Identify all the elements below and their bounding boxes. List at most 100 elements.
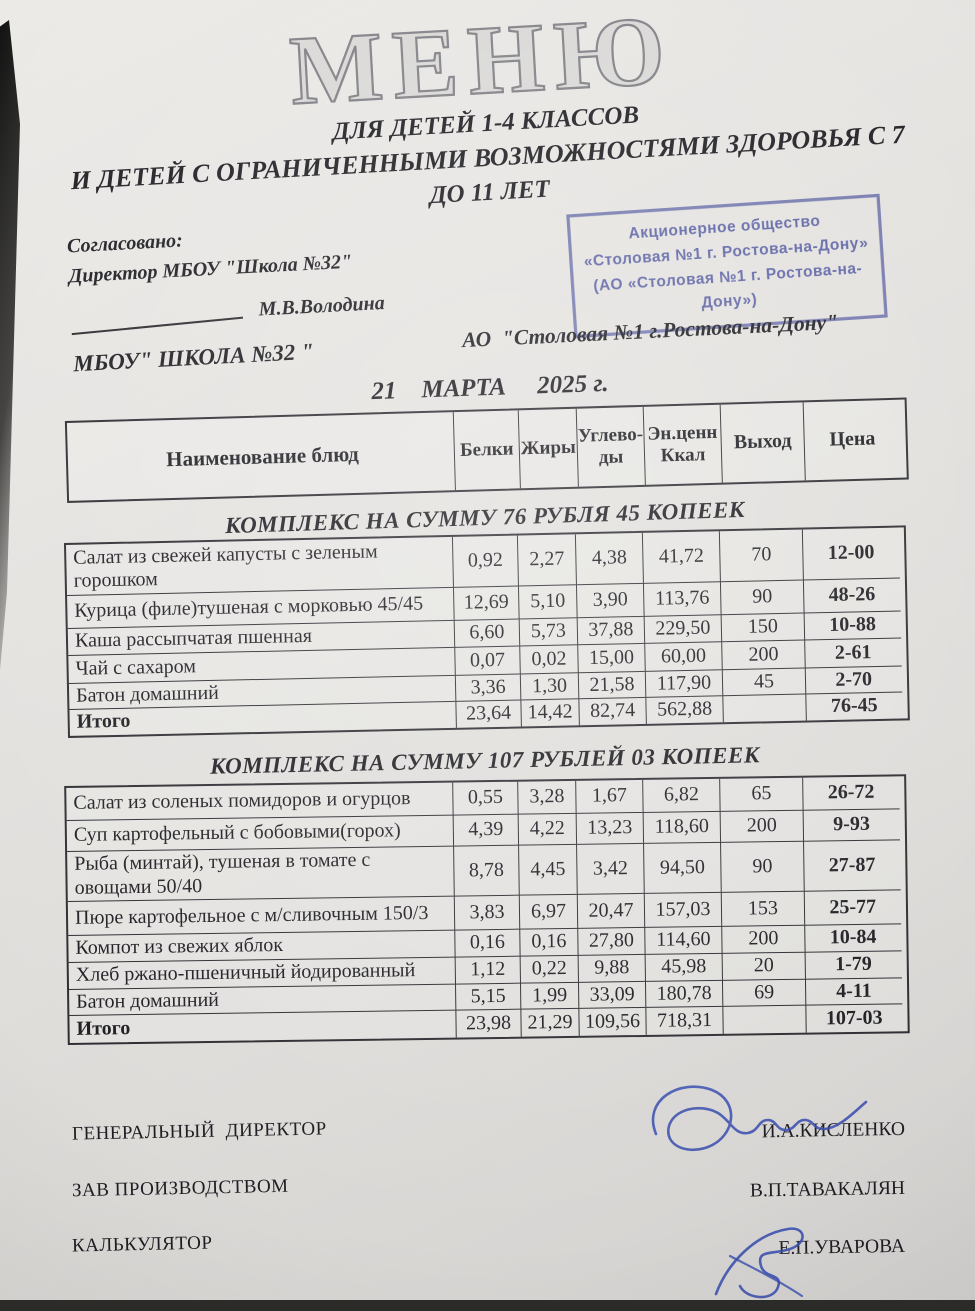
kcal-value: 229,50 (643, 613, 722, 643)
carbs-value: 21,58 (577, 670, 646, 699)
protein-value: 3,36 (454, 673, 521, 701)
signature-name-kislenko: И.А.КИСЛЕНКО (761, 1118, 906, 1143)
kcal-value: 180,78 (644, 979, 723, 1007)
menu-date: 21 МАРТА 2025 г. (370, 369, 609, 406)
fat-value: 6,97 (518, 893, 578, 929)
protein-value: 0,07 (454, 645, 520, 675)
protein-value: 3,83 (453, 894, 520, 930)
fat-value: 0,02 (519, 644, 578, 674)
protein-total: 23,64 (455, 699, 521, 728)
kcal-value: 94,50 (643, 841, 721, 893)
price-value: 2-70 (804, 665, 902, 694)
signature-blank-line (71, 316, 244, 336)
protein-value: 0,55 (452, 781, 518, 815)
weight-total (722, 693, 806, 722)
weight-value: 90 (719, 579, 804, 614)
carbs-value: 1,67 (575, 779, 643, 813)
price-value: 48-26 (802, 577, 901, 613)
carbs-value: 9,88 (577, 953, 645, 982)
fat-total: 14,42 (520, 698, 579, 726)
carbs-value: 15,00 (577, 642, 645, 672)
protein-value: 8,78 (453, 844, 519, 896)
photo-edge-shadow (0, 20, 20, 670)
price-value: 25-77 (803, 889, 901, 925)
weight-value: 153 (720, 890, 805, 926)
kcal-value: 60,00 (644, 641, 722, 671)
carbs-value: 3,90 (575, 582, 644, 617)
carbs-value: 33,09 (577, 980, 646, 1008)
protein-value: 1,12 (454, 955, 520, 984)
complex2-table: Салат из соленых помидоров и огурцов 0,5… (64, 774, 910, 1045)
price-value: 12-00 (801, 527, 900, 580)
fat-value: 0,22 (519, 954, 578, 983)
carbs-value: 20,47 (576, 892, 645, 928)
col-carbs: Углево-ды (575, 406, 645, 487)
weight-value: 20 (721, 951, 805, 980)
menu-table-header: Наименование блюд Белки Жиры Углево-ды Э… (64, 397, 909, 503)
fat-value: 5,10 (517, 584, 577, 619)
col-kcal: Эн.ценн Ккал (642, 404, 722, 485)
price-value: 2-61 (804, 637, 902, 668)
price-value: 26-72 (802, 776, 900, 810)
director-name: М.В.Володина (258, 291, 386, 321)
fat-value: 4,45 (518, 843, 577, 895)
carbs-value: 27,80 (577, 926, 645, 955)
complex1-table: Салат из свежей капусты с зеленым горошк… (63, 525, 910, 738)
table-header-row: Наименование блюд Белки Жиры Углево-ды Э… (67, 399, 907, 501)
price-value: 1-79 (804, 950, 902, 979)
fat-value: 5,73 (518, 616, 578, 646)
weight-value: 45 (721, 667, 806, 696)
fat-value: 2,27 (516, 534, 576, 586)
signature-name-tavakalyan: В.П.ТАВАКАЛЯН (749, 1177, 906, 1202)
carbs-value: 3,42 (576, 842, 644, 894)
dish-name: Пюре картофельное с м/сливочным 150/3 (67, 895, 455, 935)
fat-value: 1,30 (519, 671, 579, 700)
weight-value: 200 (719, 809, 804, 842)
weight-value: 150 (720, 612, 805, 642)
fat-total: 21,29 (520, 1007, 579, 1037)
school-name: МБОУ" ШКОЛА №32 " (72, 338, 315, 377)
price-value: 10-88 (803, 610, 901, 640)
price-total: 107-03 (805, 1003, 903, 1033)
dish-name: Салат из свежей капусты с зеленым горошк… (73, 540, 378, 592)
kcal-value: 114,60 (644, 925, 722, 954)
carbs-value: 37,88 (576, 615, 645, 645)
col-fat: Жиры (517, 408, 578, 489)
kcal-value: 41,72 (641, 531, 720, 583)
col-weight: Выход (719, 402, 805, 483)
weight-value: 200 (721, 924, 805, 953)
kcal-value: 118,60 (642, 810, 721, 843)
kcal-total: 562,88 (645, 695, 723, 724)
weight-value: 90 (720, 840, 804, 892)
title-block: МЕНЮ ДЛЯ ДЕТЕЙ 1-4 КЛАССОВ И ДЕТЕЙ С ОГР… (50, 0, 920, 231)
carbs-total: 109,56 (578, 1006, 646, 1036)
carbs-value: 13,23 (575, 811, 644, 844)
fat-value: 3,28 (517, 780, 576, 814)
total-label: Итого (69, 1009, 456, 1043)
role-general-director: ГЕНЕРАЛЬНЫЙ ДИРЕКТОР (71, 1118, 327, 1145)
price-value: 27-87 (803, 839, 901, 891)
col-protein: Белки (452, 410, 520, 491)
protein-value: 0,16 (454, 928, 520, 957)
weight-value: 200 (721, 639, 805, 669)
weight-value: 69 (721, 978, 806, 1006)
price-value: 10-84 (804, 922, 902, 952)
weight-value: 65 (719, 777, 803, 811)
price-value: 9-93 (802, 807, 900, 841)
approval-block: Согласовано: Директор МБОУ "Школа №32" М… (67, 217, 434, 378)
price-value: 4-11 (804, 976, 902, 1005)
kcal-value: 45,98 (644, 952, 722, 981)
role-calculator: КАЛЬКУЛЯТОР (71, 1232, 213, 1257)
protein-value: 0,92 (451, 535, 518, 587)
protein-value: 5,15 (454, 982, 521, 1010)
signature-name-uvarova: Е.П.УВАРОВА (778, 1235, 906, 1260)
kcal-value: 113,76 (642, 581, 721, 616)
carbs-total: 82,74 (578, 696, 646, 725)
role-production-manager: ЗАВ ПРОИЗВОДСТВОМ (71, 1175, 289, 1202)
dish-name: Рыба (минтай), тушеная в томате с овощам… (67, 845, 454, 901)
weight-total (722, 1004, 806, 1034)
protein-value: 12,69 (452, 585, 519, 620)
carbs-value: 4,38 (574, 532, 643, 585)
protein-value: 6,60 (453, 618, 520, 647)
kcal-value: 6,82 (642, 778, 720, 812)
